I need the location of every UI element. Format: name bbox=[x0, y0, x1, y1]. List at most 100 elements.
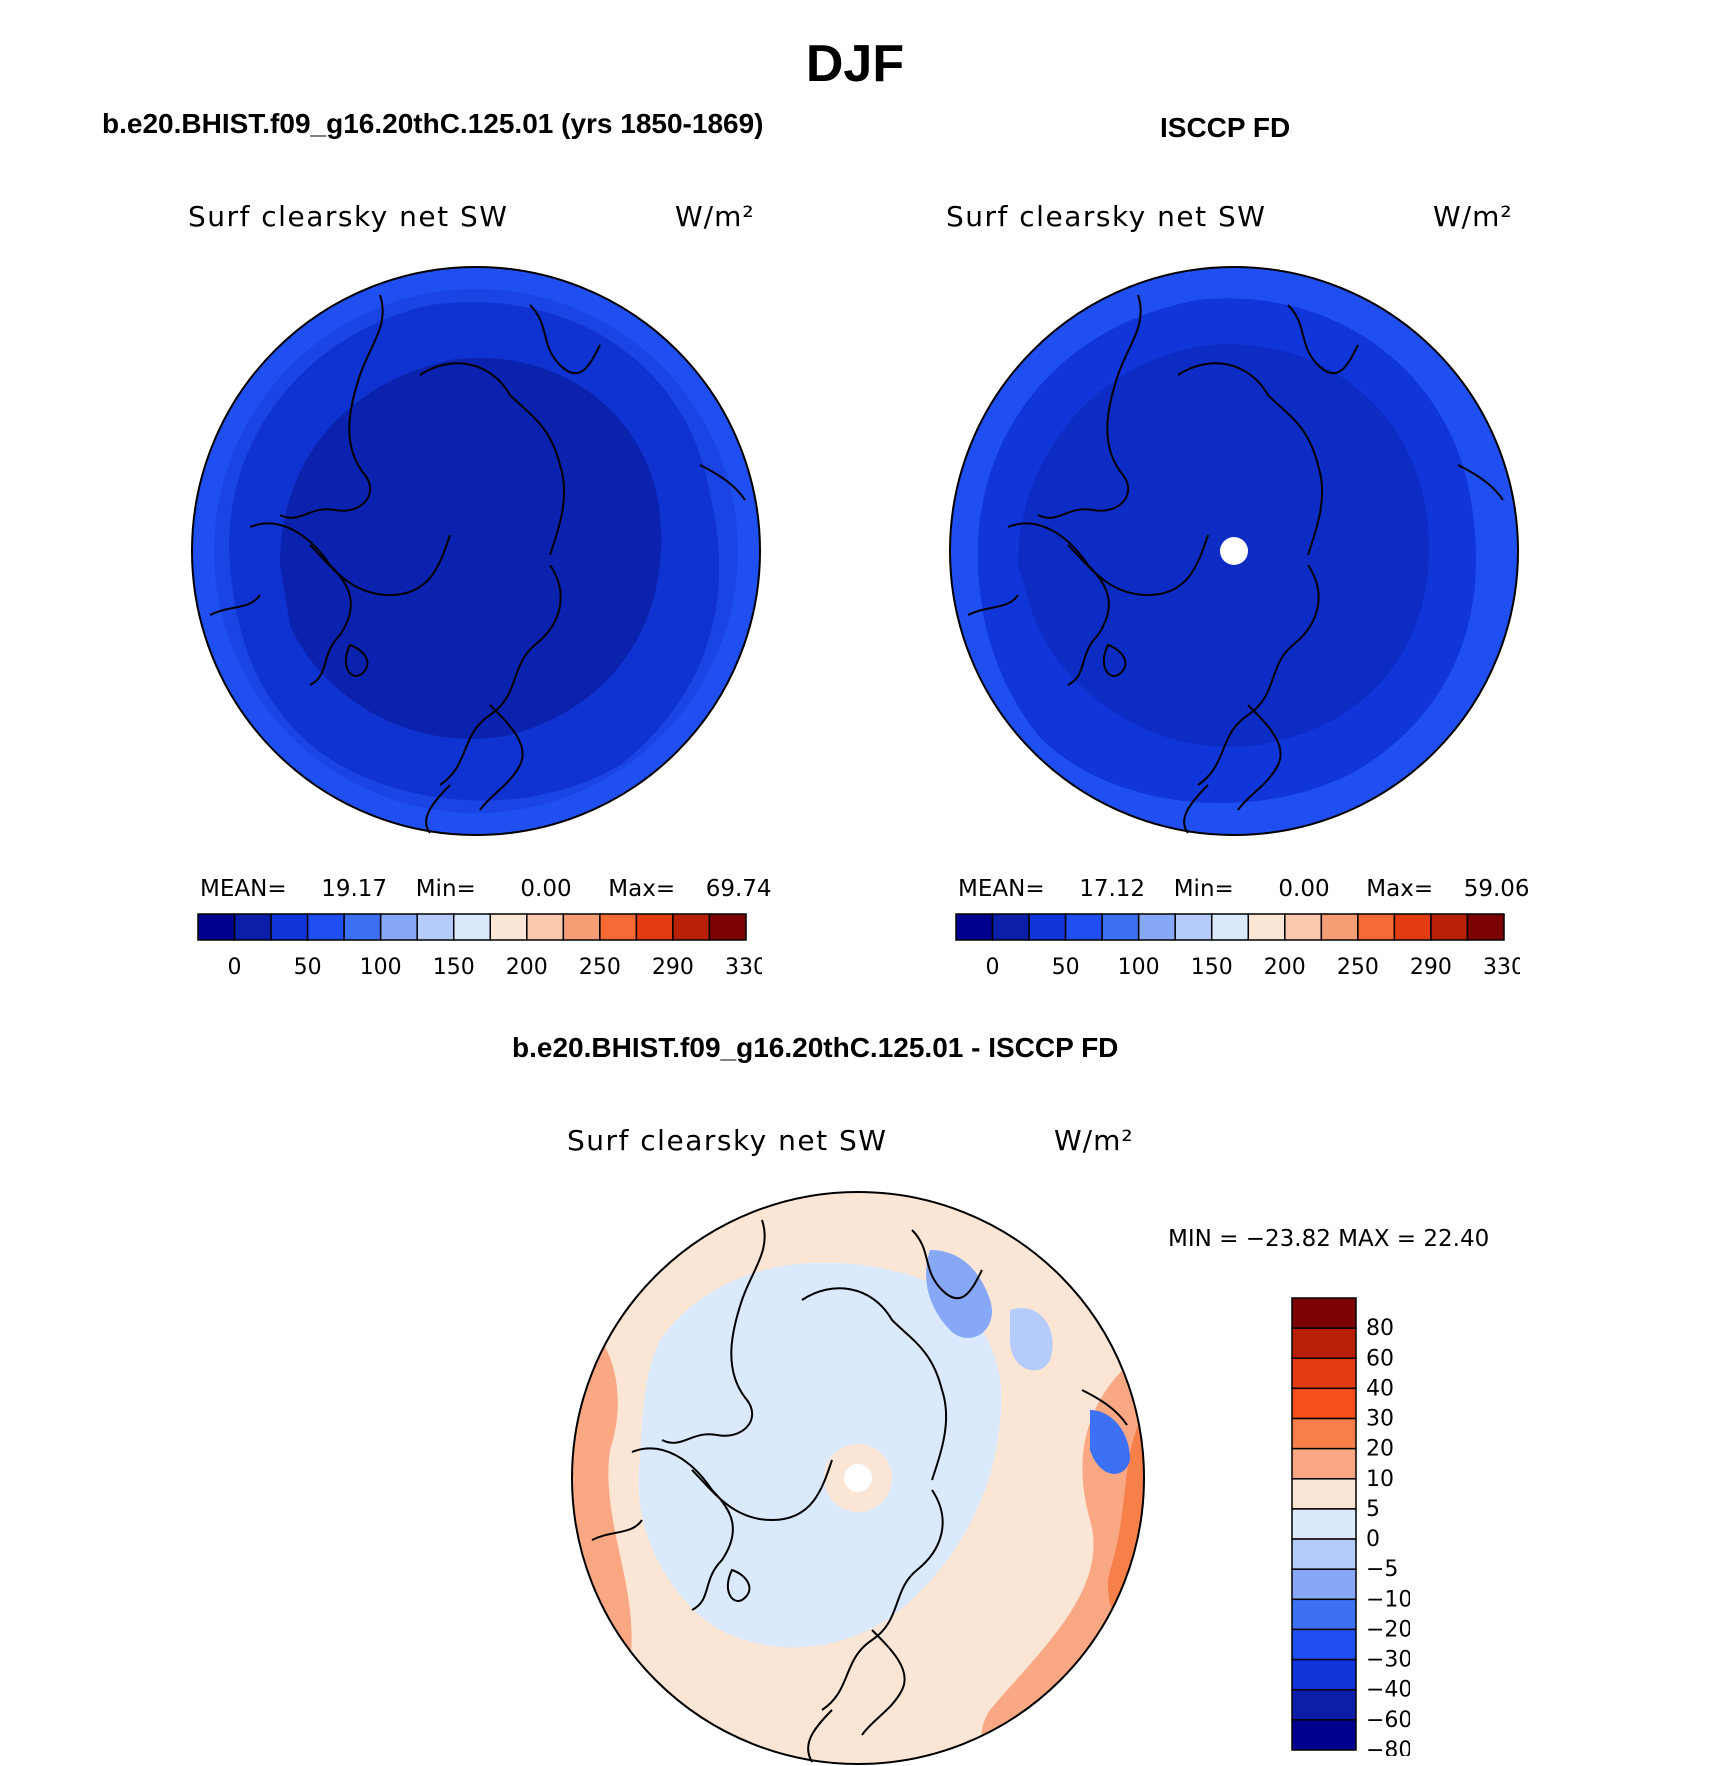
obs-colorbar-tick-label: 100 bbox=[1118, 955, 1160, 980]
obs-colorbar-tick-label: 290 bbox=[1410, 955, 1452, 980]
model-colorbar-tick-label: 250 bbox=[579, 955, 621, 980]
diff-colorbar-tick-label: −40 bbox=[1366, 1678, 1410, 1703]
negative-patch-east bbox=[1090, 1410, 1130, 1474]
model-max-label: Max= bbox=[608, 876, 676, 902]
diff-colorbar-swatch bbox=[1291, 1297, 1357, 1329]
obs-colorbar-swatch bbox=[1174, 913, 1213, 941]
obs-colorbar-swatch bbox=[1393, 913, 1432, 941]
obs-colorbar-swatch bbox=[1247, 913, 1286, 941]
model-colorbar-swatch bbox=[672, 913, 711, 941]
model-variable-label: Surf clearsky net SW bbox=[188, 200, 509, 233]
model-min-value: 0.00 bbox=[520, 876, 572, 902]
diff-colorbar-swatch bbox=[1291, 1357, 1357, 1390]
model-mean-label: MEAN= bbox=[200, 876, 287, 902]
model-colorbar: 0 50 100 150 200 250 290 330 bbox=[197, 913, 762, 980]
model-colorbar-tick-label: 100 bbox=[360, 955, 402, 980]
diff-colorbar-swatch bbox=[1291, 1538, 1357, 1570]
diff-variable-label: Surf clearsky net SW bbox=[567, 1124, 888, 1157]
coastlines bbox=[591, 1219, 1128, 1763]
diff-colorbar-tick-label: 20 bbox=[1366, 1437, 1394, 1462]
model-colorbar-swatch bbox=[270, 913, 309, 941]
diff-colorbar-tick-label: −80 bbox=[1366, 1738, 1410, 1756]
diff-colorbar-tick-label: 40 bbox=[1366, 1376, 1394, 1401]
diff-polar-map bbox=[571, 1191, 1145, 1765]
obs-colorbar: 0 50 100 150 200 250 290 330 bbox=[955, 913, 1520, 980]
obs-units-label: W/m² bbox=[1433, 200, 1513, 233]
model-colorbar-swatch bbox=[635, 913, 674, 941]
obs-colorbar-tick-label: 330 bbox=[1483, 955, 1520, 980]
model-units-label: W/m² bbox=[675, 200, 755, 233]
coastlines bbox=[209, 294, 746, 834]
diff-colorbar: 80 60 40 30 20 10 5 0 −5 −10 −20 −30 −40 −60 −80 bbox=[1291, 1297, 1410, 1756]
model-colorbar-swatch bbox=[197, 913, 236, 941]
diff-colorbar-tick-label: −60 bbox=[1366, 1708, 1410, 1733]
obs-colorbar-swatch bbox=[991, 913, 1030, 941]
model-colorbar-swatch bbox=[343, 913, 382, 941]
figure-title: DJF bbox=[805, 35, 905, 93]
map-border bbox=[949, 266, 1519, 836]
diff-panel-title: b.e20.BHIST.f09_g16.20thC.125.01 - ISCCP… bbox=[512, 1032, 1119, 1063]
obs-colorbar-tick-label: 50 bbox=[1052, 955, 1080, 980]
diff-colorbar-tick-label: −20 bbox=[1366, 1617, 1410, 1642]
diff-stats: MIN = −23.82 MAX = 22.40 bbox=[1168, 1226, 1490, 1252]
diff-colorbar-tick-label: 5 bbox=[1366, 1497, 1380, 1522]
obs-max-value: 59.06 bbox=[1463, 876, 1530, 902]
model-mean-value: 19.17 bbox=[321, 876, 388, 902]
model-colorbar-tick-label: 330 bbox=[725, 955, 762, 980]
obs-mean-label: MEAN= bbox=[958, 876, 1045, 902]
model-colorbar-tick-label: 290 bbox=[652, 955, 694, 980]
diff-colorbar-tick-label: −5 bbox=[1366, 1557, 1398, 1582]
diff-colorbar-swatch bbox=[1291, 1568, 1357, 1601]
obs-colorbar-swatch bbox=[1064, 913, 1103, 941]
obs-colorbar-tick-label: 150 bbox=[1191, 955, 1233, 980]
model-max-value: 69.74 bbox=[705, 876, 772, 902]
diff-colorbar-tick-label: −10 bbox=[1366, 1587, 1410, 1612]
obs-colorbar-tick-label: 250 bbox=[1337, 955, 1379, 980]
obs-variable-label: Surf clearsky net SW bbox=[946, 200, 1267, 233]
model-colorbar-swatch bbox=[416, 913, 455, 941]
obs-min-value: 0.00 bbox=[1278, 876, 1330, 902]
diff-colorbar-swatch bbox=[1291, 1598, 1357, 1631]
model-colorbar-swatch bbox=[379, 913, 418, 941]
model-colorbar-tick-label: 200 bbox=[506, 955, 548, 980]
diff-colorbar-swatch bbox=[1291, 1628, 1357, 1661]
model-colorbar-swatch bbox=[233, 913, 272, 941]
diff-colorbar-swatch bbox=[1291, 1387, 1357, 1420]
obs-colorbar-swatch bbox=[955, 913, 994, 941]
model-polar-map bbox=[191, 266, 761, 836]
negative-patch-north bbox=[926, 1250, 992, 1339]
diff-colorbar-swatch bbox=[1291, 1508, 1357, 1540]
model-colorbar-tick-label: 50 bbox=[294, 955, 322, 980]
model-colorbar-swatch bbox=[306, 913, 345, 941]
diff-colorbar-tick-label: 0 bbox=[1366, 1527, 1380, 1552]
negative-patch-ne bbox=[1010, 1308, 1053, 1371]
obs-colorbar-swatch bbox=[1101, 913, 1140, 941]
missing-data-pole bbox=[1220, 537, 1248, 565]
model-colorbar-swatch bbox=[452, 913, 492, 941]
obs-stats: MEAN= 17.12 Min= 0.00 Max= 59.06 bbox=[958, 876, 1530, 902]
model-colorbar-tick-label: 150 bbox=[433, 955, 475, 980]
diff-colorbar-tick-label: 80 bbox=[1366, 1316, 1394, 1341]
obs-colorbar-swatch bbox=[1357, 913, 1396, 941]
model-colorbar-swatch bbox=[526, 913, 565, 941]
obs-min-label: Min= bbox=[1173, 876, 1234, 902]
obs-colorbar-swatch bbox=[1320, 913, 1359, 941]
obs-colorbar-swatch bbox=[1028, 913, 1067, 941]
model-stats: MEAN= 19.17 Min= 0.00 Max= 69.74 bbox=[200, 876, 772, 902]
obs-colorbar-swatch bbox=[1137, 913, 1176, 941]
model-colorbar-swatch bbox=[489, 913, 528, 941]
map-border bbox=[571, 1191, 1145, 1765]
obs-colorbar-swatch bbox=[1430, 913, 1469, 941]
obs-colorbar-swatch bbox=[1284, 913, 1323, 941]
model-colorbar-swatch bbox=[599, 913, 638, 941]
obs-polar-map bbox=[949, 266, 1519, 836]
model-colorbar-swatch bbox=[562, 913, 601, 941]
diff-colorbar-swatch bbox=[1291, 1688, 1357, 1721]
model-colorbar-tick-label: 0 bbox=[228, 955, 242, 980]
diff-colorbar-tick-label: 60 bbox=[1366, 1346, 1394, 1371]
obs-colorbar-tick-label: 0 bbox=[986, 955, 1000, 980]
model-colorbar-swatch bbox=[708, 913, 747, 941]
coastlines bbox=[967, 294, 1504, 834]
obs-mean-value: 17.12 bbox=[1079, 876, 1146, 902]
diff-colorbar-tick-label: −30 bbox=[1366, 1648, 1410, 1673]
